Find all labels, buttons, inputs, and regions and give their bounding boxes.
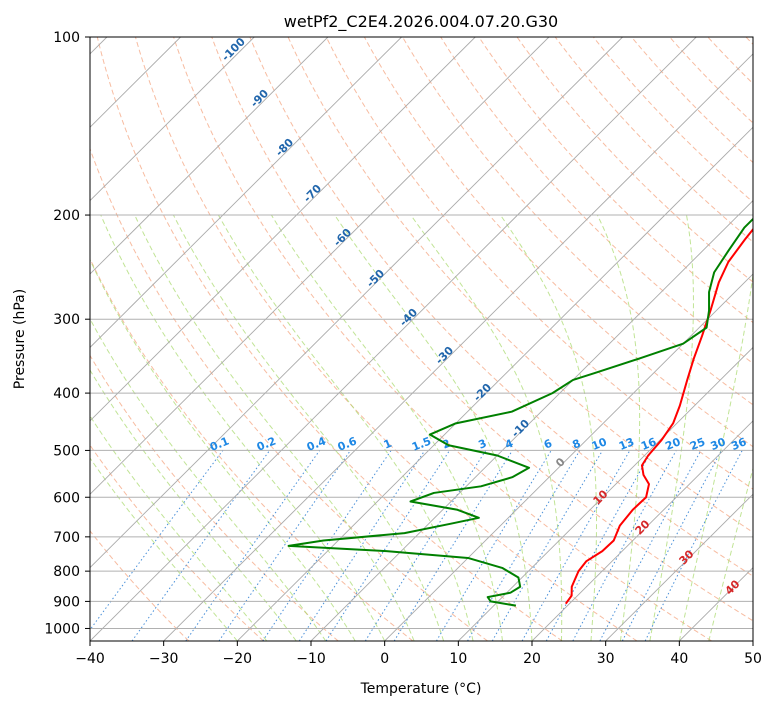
dry-adiabat-line xyxy=(134,37,638,641)
x-tick-label: −10 xyxy=(296,651,326,667)
mixing-ratio-line xyxy=(545,450,653,641)
x-tick-label: 30 xyxy=(597,651,615,667)
dry-adiabat-line xyxy=(249,37,753,577)
dry-adiabat-line xyxy=(478,37,753,324)
x-tick-label: −40 xyxy=(75,651,105,667)
mixing-ratio-label: 25 xyxy=(688,435,707,453)
dry-adiabat-line xyxy=(90,257,414,641)
isotherm-line xyxy=(531,420,753,641)
mixing-ratio-line xyxy=(644,450,743,641)
x-tick-label: −20 xyxy=(223,651,253,667)
mixing-ratio-label: 36 xyxy=(729,435,748,453)
isotherm-line xyxy=(384,273,753,641)
moist-adiabat-line xyxy=(410,214,563,641)
isotherm-line xyxy=(458,346,753,641)
mixing-ratio-line xyxy=(572,450,677,641)
mixing-ratio-label: 10 xyxy=(590,435,609,453)
dewpoint-profile-line xyxy=(287,217,753,607)
moist-adiabat-line xyxy=(134,214,415,641)
mixing-ratio-line xyxy=(521,450,631,641)
x-tick-label: 10 xyxy=(449,651,467,667)
dry-adiabat-line xyxy=(287,37,753,533)
mixing-ratio-line xyxy=(325,450,451,641)
y-tick-label: 400 xyxy=(53,386,80,402)
plot-frame xyxy=(89,36,754,642)
moist-adiabat-line xyxy=(596,214,641,641)
dry-adiabat-line xyxy=(90,354,339,641)
isotherm-line xyxy=(163,53,753,641)
moist-adiabat-line xyxy=(90,317,327,641)
x-tick-label: 50 xyxy=(744,651,762,667)
dry-adiabat-line xyxy=(90,147,488,641)
dry-adiabat-line xyxy=(516,37,753,283)
mixing-ratio-line xyxy=(262,450,392,641)
chart-title: wetPf2_C2E4.2026.004.07.20.G30 xyxy=(284,12,558,32)
temperature-profile-line xyxy=(564,227,753,605)
moist-adiabat-line xyxy=(708,466,753,641)
isotherm-line xyxy=(90,37,550,495)
isotherm-line xyxy=(90,37,255,202)
y-axis-label: Pressure (hPa) xyxy=(12,289,28,389)
isotherm-line xyxy=(90,37,329,275)
mixing-ratio-line xyxy=(298,450,426,641)
isotherm-line xyxy=(310,200,753,641)
x-axis-label: Temperature (°C) xyxy=(360,681,482,697)
dry-adiabat-line xyxy=(96,37,563,641)
dry-adiabat-line xyxy=(173,37,712,641)
moist-adiabat-line xyxy=(270,214,504,641)
dry-adiabat-line xyxy=(402,37,753,406)
dry-adiabat-line xyxy=(211,37,753,622)
moist-adiabat-line xyxy=(90,369,297,641)
x-tick-label: 0 xyxy=(380,651,389,667)
dry-adiabat-line xyxy=(90,530,190,641)
moist-adiabat-line xyxy=(500,214,598,641)
x-tick-label: −30 xyxy=(149,651,179,667)
mixing-ratio-label: 13 xyxy=(617,435,636,453)
moist-adiabat-line xyxy=(172,214,445,641)
isotherm-line xyxy=(90,37,402,349)
moist-adiabat-line xyxy=(90,415,268,641)
moist-adiabat-line xyxy=(90,258,356,641)
moist-adiabat-line xyxy=(90,457,238,641)
x-tick-label: 40 xyxy=(670,651,688,667)
y-tick-label: 100 xyxy=(53,30,80,46)
dry-adiabat-line xyxy=(592,37,753,203)
mixing-ratio-label: 20 xyxy=(663,435,682,453)
mixing-ratio-label: 1 xyxy=(382,437,394,452)
mixing-ratio-line xyxy=(185,450,321,641)
mixing-ratio-line xyxy=(131,450,271,641)
isotherm-line xyxy=(90,37,476,422)
isotherm-line xyxy=(90,37,623,569)
mixing-ratio-label: 8 xyxy=(571,437,583,452)
moist-adiabat-line xyxy=(678,271,753,641)
isotherm-line xyxy=(605,493,753,641)
dry-adiabat-line xyxy=(325,37,753,490)
isotherm-line xyxy=(90,37,697,641)
mixing-ratio-line xyxy=(218,450,351,641)
mixing-ratio-label: 3 xyxy=(477,437,489,452)
y-tick-label: 200 xyxy=(53,208,80,224)
y-tick-label: 300 xyxy=(53,312,80,328)
isotherm-line xyxy=(237,126,753,641)
mixing-ratio-line xyxy=(90,450,224,631)
y-tick-label: 1000 xyxy=(44,621,80,637)
moist-adiabat-line xyxy=(649,214,694,641)
moist-adiabat-line xyxy=(100,214,386,641)
mixing-ratio-label: 30 xyxy=(709,435,728,453)
mixing-ratio-line xyxy=(393,450,513,641)
y-tick-label: 800 xyxy=(53,564,80,580)
x-tick-label: 20 xyxy=(523,651,541,667)
y-tick-label: 500 xyxy=(53,443,80,459)
y-tick-label: 600 xyxy=(53,490,80,506)
y-tick-label: 900 xyxy=(53,594,80,610)
y-tick-label: 700 xyxy=(53,530,80,546)
